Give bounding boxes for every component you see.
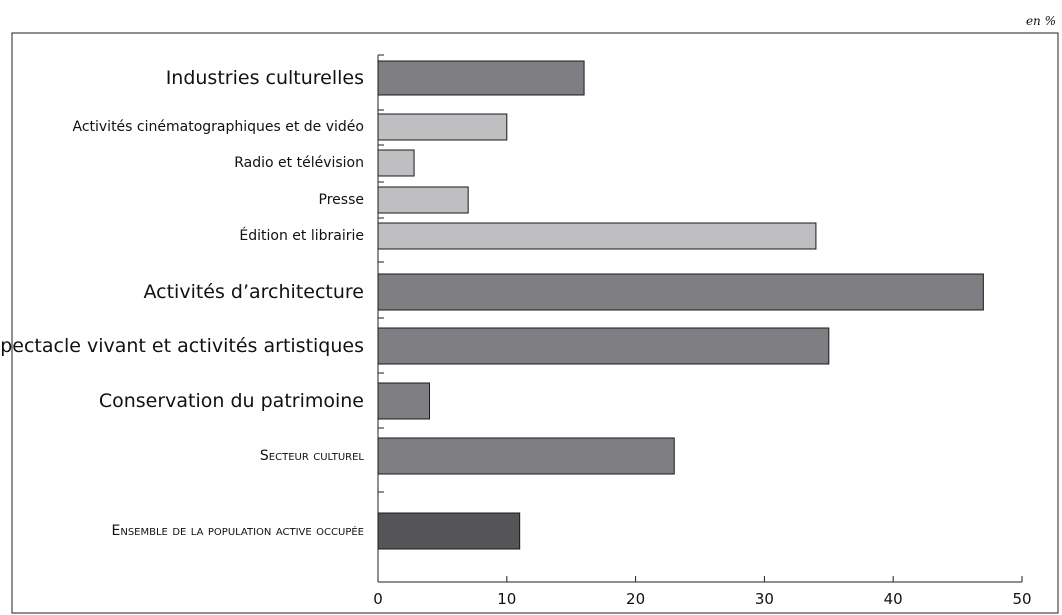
category-label: Presse	[319, 192, 364, 208]
x-tick-label: 50	[1012, 590, 1031, 608]
unit-label: en %	[1025, 14, 1056, 28]
axes	[377, 54, 1023, 583]
bar	[377, 222, 817, 250]
category-label: Activités cinématographiques et de vidéo	[72, 119, 364, 135]
category-label: Conservation du patrimoine	[99, 390, 364, 412]
plot-frame	[11, 32, 1059, 614]
category-label: Activités d’architecture	[143, 281, 364, 303]
category-label: Édition et librairie	[239, 227, 364, 244]
bar	[377, 512, 521, 550]
bar	[377, 273, 984, 311]
x-tick-label: 0	[373, 590, 383, 608]
bar	[377, 437, 675, 475]
bars	[377, 60, 984, 550]
bar	[377, 186, 469, 214]
bar	[377, 149, 415, 177]
category-label: Radio et télévision	[234, 155, 364, 171]
x-tick-label: 20	[626, 590, 645, 608]
bar	[377, 60, 585, 96]
x-tick-label: 40	[884, 590, 903, 608]
x-tick-label: 10	[497, 590, 516, 608]
bar	[377, 113, 508, 141]
category-label: Ensemble de la population active occupée	[112, 523, 365, 539]
bar	[377, 327, 830, 365]
category-label: Industries culturelles	[166, 67, 364, 89]
category-labels: Industries culturelles Activités cinémato…	[0, 67, 364, 539]
x-tick-labels: 0 10 20 30 40 50	[373, 590, 1031, 608]
bar	[377, 382, 431, 420]
category-label: Secteur culturel	[260, 448, 365, 464]
category-label: Spectacle vivant et activités artistique…	[0, 335, 364, 357]
x-tick-label: 30	[755, 590, 774, 608]
